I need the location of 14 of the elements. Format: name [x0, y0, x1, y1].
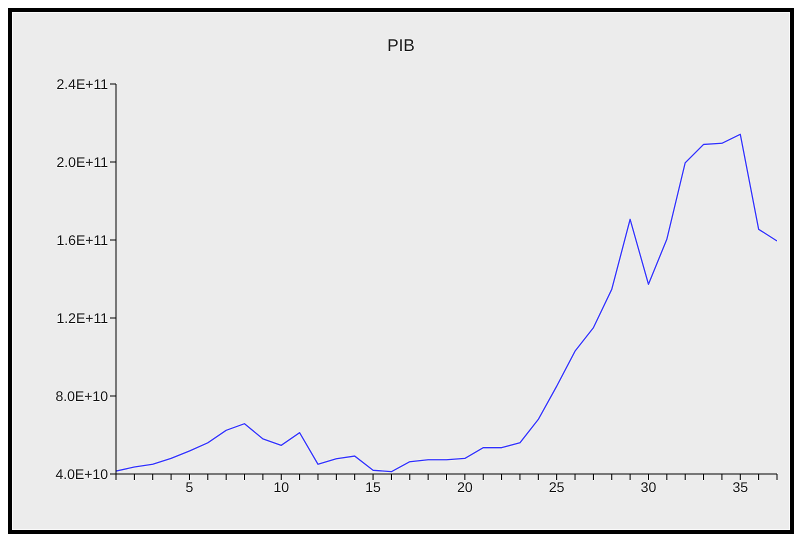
x-tick-label: 30 — [640, 478, 656, 495]
y-tick-label: 8.0E+10 — [55, 388, 108, 404]
x-tick-label: 15 — [365, 478, 382, 495]
x-tick-label: 5 — [186, 478, 194, 495]
y-tick-label: 4.0E+10 — [55, 466, 108, 482]
x-tick-label: 20 — [457, 478, 473, 495]
y-tick-label: 1.6E+11 — [56, 232, 108, 248]
y-tick-label: 2.4E+11 — [56, 76, 108, 92]
x-tick-label: 10 — [273, 478, 290, 495]
y-tick-label: 1.2E+11 — [56, 310, 108, 326]
chart-title: PIB — [386, 36, 416, 56]
x-tick-label: 35 — [732, 478, 748, 495]
x-tick-label: 25 — [548, 478, 565, 495]
y-tick-label: 2.0E+11 — [56, 154, 108, 170]
